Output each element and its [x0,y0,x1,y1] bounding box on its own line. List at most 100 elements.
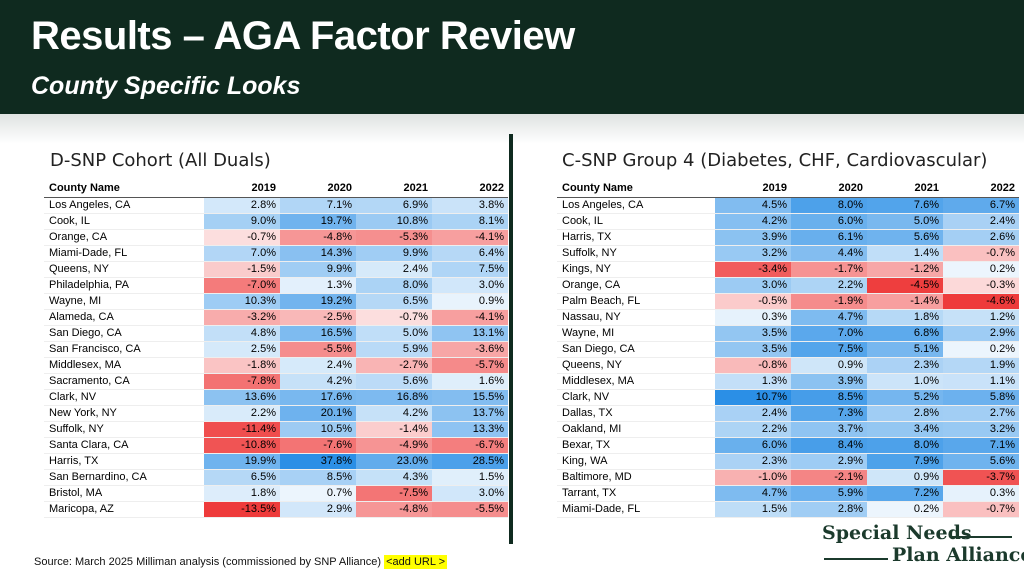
county-name-cell: Harris, TX [557,229,715,246]
value-cell: 8.0% [867,437,943,454]
value-cell: 6.1% [791,229,867,246]
county-name-cell: Clark, NV [44,389,204,406]
county-name-cell: Harris, TX [44,453,204,470]
table-row: Wayne, MI 10.3% 19.2% 6.5% 0.9% [44,293,508,310]
value-cell: 6.9% [356,197,432,214]
source-text: Source: March 2025 Milliman analysis (co… [34,556,382,568]
value-cell: 5.2% [867,389,943,406]
value-cell: 4.7% [791,309,867,326]
value-cell: -1.0% [715,469,791,486]
value-cell: 2.2% [715,421,791,438]
value-cell: 1.1% [943,373,1019,390]
county-name-cell: Wayne, MI [44,293,204,310]
value-cell: -0.3% [943,277,1019,294]
table-row: Kings, NY -3.4% -1.7% -1.2% 0.2% [557,261,1019,278]
value-cell: 3.9% [715,229,791,246]
value-cell: -5.5% [280,341,356,358]
logo-line2: Plan Alliance [892,544,1024,566]
value-cell: 0.2% [943,341,1019,358]
csnp-col-header: County Name [557,180,715,198]
value-cell: -0.7% [204,229,280,246]
url-placeholder[interactable]: <add URL > [384,555,448,569]
table-row: Suffolk, NY 3.2% 4.4% 1.4% -0.7% [557,245,1019,262]
table-row: King, WA 2.3% 2.9% 7.9% 5.6% [557,453,1019,470]
table-row: Miami-Dade, FL 7.0% 14.3% 9.9% 6.4% [44,245,508,262]
value-cell: 2.5% [204,341,280,358]
value-cell: -5.5% [432,501,508,518]
county-name-cell: San Bernardino, CA [44,469,204,486]
value-cell: 2.9% [280,501,356,518]
value-cell: 1.3% [715,373,791,390]
table-row: Cook, IL 4.2% 6.0% 5.0% 2.4% [557,213,1019,230]
value-cell: 16.5% [280,325,356,342]
table-row: Harris, TX 3.9% 6.1% 5.6% 2.6% [557,229,1019,246]
county-name-cell: Dallas, TX [557,405,715,422]
value-cell: 7.0% [204,245,280,262]
table-row: Queens, NY -0.8% 0.9% 2.3% 1.9% [557,357,1019,374]
table-row: Santa Clara, CA -10.8% -7.6% -4.9% -6.7% [44,437,508,454]
value-cell: 13.7% [432,405,508,422]
value-cell: -4.6% [943,293,1019,310]
value-cell: 5.0% [356,325,432,342]
dsnp-table: County Name 2019 2020 2021 2022 Los Angeles,… [44,180,508,518]
value-cell: 7.5% [791,341,867,358]
value-cell: 1.6% [432,373,508,390]
value-cell: 0.2% [943,261,1019,278]
value-cell: 5.6% [356,373,432,390]
value-cell: -1.2% [867,261,943,278]
county-name-cell: Kings, NY [557,261,715,278]
value-cell: -1.5% [204,261,280,278]
value-cell: 0.9% [867,469,943,486]
county-name-cell: Sacramento, CA [44,373,204,390]
value-cell: 4.3% [356,469,432,486]
value-cell: 8.0% [356,277,432,294]
county-name-cell: Philadelphia, PA [44,277,204,294]
csnp-col-header: 2022 [943,180,1019,198]
county-name-cell: Queens, NY [557,357,715,374]
table-row: Philadelphia, PA -7.0% 1.3% 8.0% 3.0% [44,277,508,294]
value-cell: 5.8% [943,389,1019,406]
value-cell: 0.3% [715,309,791,326]
value-cell: 10.7% [715,389,791,406]
dsnp-title: D-SNP Cohort (All Duals) [50,150,271,171]
value-cell: -4.1% [432,309,508,326]
csnp-panel: C-SNP Group 4 (Diabetes, CHF, Cardiovasc… [557,150,1019,518]
value-cell: 2.9% [791,453,867,470]
table-row: Miami-Dade, FL 1.5% 2.8% 0.2% -0.7% [557,501,1019,518]
csnp-table: County Name 2019 2020 2021 2022 Los Angeles,… [557,180,1019,518]
value-cell: -4.9% [356,437,432,454]
value-cell: 8.1% [432,213,508,230]
value-cell: 20.1% [280,405,356,422]
value-cell: 13.6% [204,389,280,406]
value-cell: 15.5% [432,389,508,406]
value-cell: 5.9% [791,485,867,502]
value-cell: -3.7% [943,469,1019,486]
dsnp-col-header: 2020 [280,180,356,198]
dsnp-col-header: 2019 [204,180,280,198]
value-cell: -10.8% [204,437,280,454]
table-row: Harris, TX 19.9% 37.8% 23.0% 28.5% [44,453,508,470]
value-cell: 7.9% [867,453,943,470]
value-cell: 4.2% [280,373,356,390]
csnp-title: C-SNP Group 4 (Diabetes, CHF, Cardiovasc… [562,150,988,171]
value-cell: 2.2% [791,277,867,294]
page-subtitle: County Specific Looks [31,72,301,100]
table-row: Wayne, MI 3.5% 7.0% 6.8% 2.9% [557,325,1019,342]
value-cell: 4.7% [715,485,791,502]
value-cell: -4.8% [356,501,432,518]
table-row: Queens, NY -1.5% 9.9% 2.4% 7.5% [44,261,508,278]
value-cell: 23.0% [356,453,432,470]
value-cell: 28.5% [432,453,508,470]
value-cell: 7.6% [867,197,943,214]
value-cell: 0.7% [280,485,356,502]
county-name-cell: Tarrant, TX [557,485,715,502]
value-cell: 2.6% [943,229,1019,246]
value-cell: 3.9% [791,373,867,390]
county-name-cell: Middlesex, MA [44,357,204,374]
value-cell: 3.0% [432,277,508,294]
value-cell: -7.5% [356,485,432,502]
value-cell: -2.7% [356,357,432,374]
county-name-cell: Miami-Dade, FL [44,245,204,262]
county-name-cell: Clark, NV [557,389,715,406]
table-row: Middlesex, MA -1.8% 2.4% -2.7% -5.7% [44,357,508,374]
